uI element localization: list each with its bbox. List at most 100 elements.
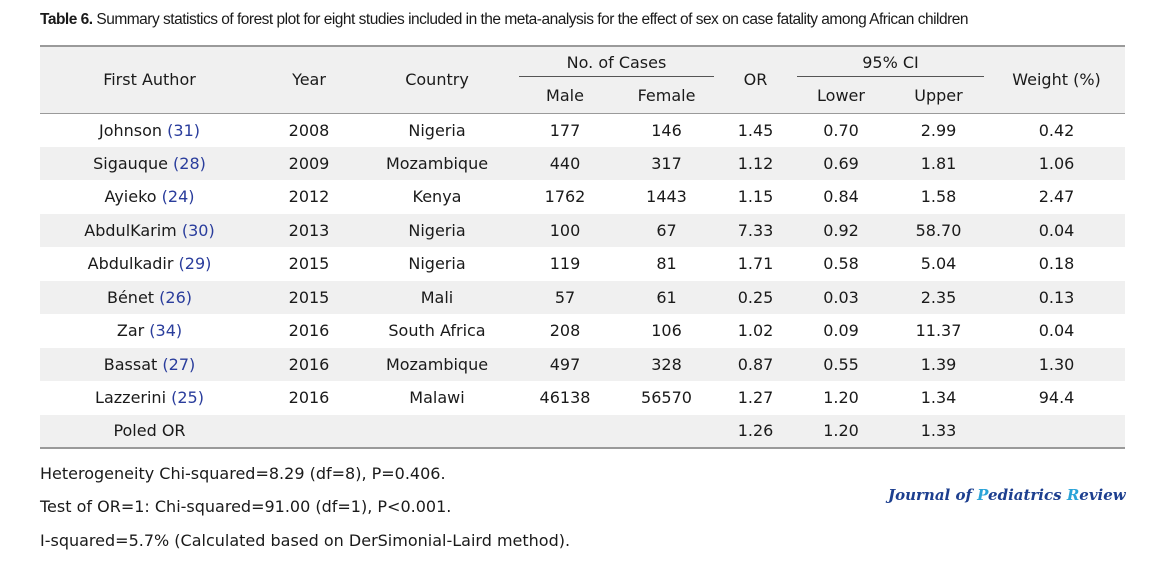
- cell-lower: 0.69: [793, 146, 889, 180]
- cell-year: 2015: [259, 280, 359, 314]
- cell-pooled-lower: 1.20: [793, 414, 889, 449]
- cell-weight: 1.06: [988, 146, 1126, 180]
- cell-lower: 0.09: [793, 314, 889, 348]
- cell-upper: 1.58: [889, 180, 989, 214]
- header-female: Female: [615, 78, 718, 114]
- cell-male: 100: [515, 213, 615, 247]
- cell-or: 7.33: [718, 213, 793, 247]
- cell-lower: 0.92: [793, 213, 889, 247]
- header-or: OR: [718, 45, 793, 114]
- author-ref: (25): [171, 388, 204, 408]
- table-row: Sigauque (28) 2009 Mozambique 440 317 1.12 0.6…: [40, 146, 1126, 180]
- table-row: Zar (34) 2016 South Africa 208 106 1.02 0.09 11…: [40, 314, 1126, 348]
- header-male: Male: [515, 78, 615, 114]
- cell-year: 2008: [259, 113, 359, 147]
- author-name: AbdulKarim: [84, 220, 177, 240]
- pooled-row: Poled OR 1.26 1.20 1.33: [40, 414, 1126, 449]
- table-row: Johnson (31) 2008 Nigeria 177 146 1.45 0.70 2.9…: [40, 113, 1126, 147]
- table-row: Ayieko (24) 2012 Kenya 1762 1443 1.15 0.84 1.58…: [40, 180, 1126, 214]
- footnote-isquared: I-squared=5.7% (Calculated based on DerS…: [40, 531, 571, 550]
- cell-female: 67: [615, 213, 718, 247]
- table-row: Bénet (26) 2015 Mali 57 61 0.25 0.03 2.35 0.13: [40, 280, 1126, 314]
- table-row: Bassat (27) 2016 Mozambique 497 328 0.87 0.55 1…: [40, 347, 1126, 381]
- cell-weight: 2.47: [988, 180, 1126, 214]
- author-name: Bénet: [106, 287, 155, 307]
- footnote-heterogeneity: Heterogeneity Chi-squared=8.29 (df=8), P…: [40, 464, 446, 483]
- cell-author: Ayieko (24): [40, 180, 259, 214]
- cell-weight: 1.30: [988, 347, 1126, 381]
- cell-weight: 0.18: [988, 247, 1126, 281]
- cell-country: Nigeria: [359, 247, 515, 281]
- cell-male: 46138: [515, 381, 615, 415]
- footnote-test: Test of OR=1: Chi-squared=91.00 (df=1), …: [40, 497, 452, 516]
- cell-female: 61: [615, 280, 718, 314]
- author-name: Abdulkadir: [87, 254, 174, 274]
- cell-pooled-upper: 1.33: [889, 414, 989, 449]
- cell-female: 81: [615, 247, 718, 281]
- cell-author: Bassat (27): [40, 347, 259, 381]
- cell-pooled-label: Poled OR: [40, 414, 259, 449]
- cell-author: Bénet (26): [40, 280, 259, 314]
- table-caption-text: Summary statistics of forest plot for ei…: [96, 11, 968, 28]
- cell-pooled-or: 1.26: [718, 414, 793, 449]
- cell-upper: 5.04: [889, 247, 989, 281]
- header-country: Country: [359, 45, 515, 114]
- cell-upper: 2.35: [889, 280, 989, 314]
- cell-male: 497: [515, 347, 615, 381]
- cell-country: South Africa: [359, 314, 515, 348]
- author-ref: (34): [149, 321, 183, 341]
- cell-male: 208: [515, 314, 615, 348]
- cell-weight: 94.4: [988, 381, 1126, 415]
- table-row: AbdulKarim (30) 2013 Nigeria 100 67 7.33 0.92 5…: [40, 213, 1126, 247]
- cell-upper: 1.34: [889, 381, 989, 415]
- header-upper: Upper: [889, 78, 989, 114]
- header-year: Year: [259, 45, 359, 114]
- cell-or: 0.25: [718, 280, 793, 314]
- cell-year: 2012: [259, 180, 359, 214]
- cell-year: 2016: [259, 314, 359, 348]
- author-ref: (31): [167, 120, 200, 140]
- header-lower: Lower: [793, 78, 889, 114]
- cell-author: Abdulkadir (29): [40, 247, 259, 281]
- cell-country: Mozambique: [359, 146, 515, 180]
- cell-or: 1.12: [718, 146, 793, 180]
- table-body: Johnson (31) 2008 Nigeria 177 146 1.45 0.70 2.9…: [40, 113, 1126, 449]
- cell-female: 146: [615, 113, 718, 147]
- author-ref: (27): [162, 354, 196, 374]
- cell-empty: [515, 414, 615, 449]
- cell-female: 328: [615, 347, 718, 381]
- cell-author: Sigauque (28): [40, 146, 259, 180]
- cell-male: 1762: [515, 180, 615, 214]
- author-name: Johnson: [99, 120, 163, 140]
- journal-logo: Journal of Pediatrics Review: [888, 486, 1126, 504]
- header-cases: No. of Cases: [515, 45, 718, 78]
- cell-upper: 11.37: [889, 314, 989, 348]
- summary-table: First Author Year Country No. of Cases O…: [40, 45, 1126, 449]
- cell-author: Lazzerini (25): [40, 381, 259, 415]
- author-ref: (26): [159, 287, 192, 307]
- author-ref: (24): [161, 187, 195, 207]
- cell-weight: 0.13: [988, 280, 1126, 314]
- cell-weight: 0.42: [988, 113, 1126, 147]
- cell-or: 1.45: [718, 113, 793, 147]
- cell-empty: [359, 414, 515, 449]
- cell-country: Kenya: [359, 180, 515, 214]
- author-ref: (29): [178, 254, 212, 274]
- cell-year: 2013: [259, 213, 359, 247]
- cell-weight: 0.04: [988, 213, 1126, 247]
- cell-female: 56570: [615, 381, 718, 415]
- header-author: First Author: [40, 45, 259, 114]
- cell-year: 2016: [259, 347, 359, 381]
- cell-lower: 1.20: [793, 381, 889, 415]
- cell-lower: 0.70: [793, 113, 889, 147]
- cell-female: 317: [615, 146, 718, 180]
- table-caption-label: Table 6.: [40, 11, 93, 28]
- cell-empty: [988, 414, 1126, 449]
- author-name: Sigauque: [93, 153, 168, 173]
- cell-or: 1.02: [718, 314, 793, 348]
- cell-male: 440: [515, 146, 615, 180]
- cell-country: Mozambique: [359, 347, 515, 381]
- author-name: Ayieko: [104, 187, 157, 207]
- cell-weight: 0.04: [988, 314, 1126, 348]
- cell-male: 177: [515, 113, 615, 147]
